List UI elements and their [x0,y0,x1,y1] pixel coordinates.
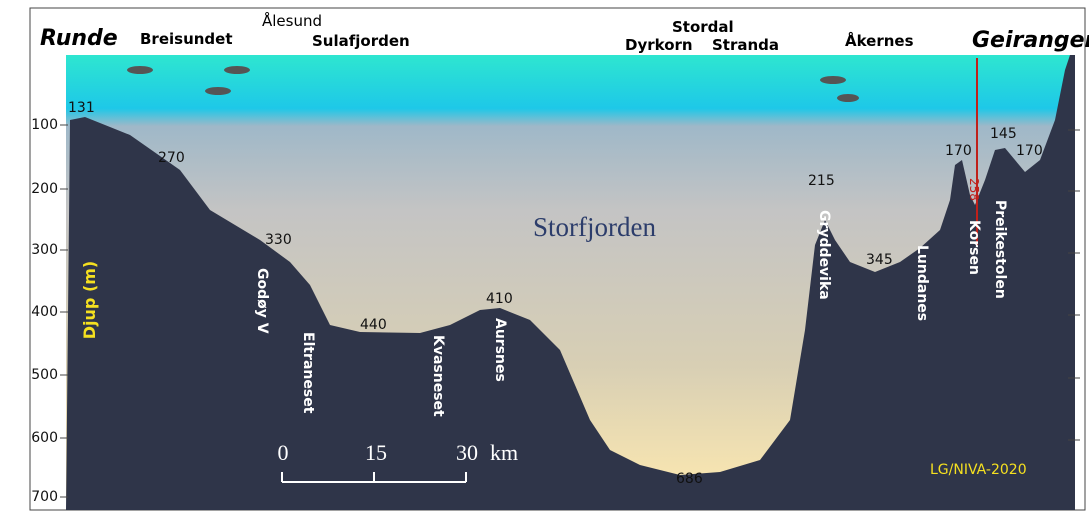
tick-label: 100 [31,117,58,133]
place: Runde [40,26,118,51]
fjord-profile: 100 200 300 400 500 600 700 Runde Breisu… [0,0,1089,517]
site-label: Godøy V [254,268,270,334]
tick-label: 700 [31,489,58,505]
depth-label: 170 [945,143,972,159]
place: Ålesund [262,11,322,30]
depth-label: 131 [68,100,95,116]
scale-label: 15 [365,440,387,465]
site-label: Gryddevika [816,210,832,300]
site-label: Aursnes [492,318,508,382]
site-label: Lundanes [914,245,930,321]
depth-label: 145 [990,126,1017,142]
depth-label: 410 [486,291,513,307]
site-label: Preikestolen [992,200,1008,299]
scale-unit: km [490,440,518,465]
credit: LG/NIVA-2020 [930,462,1027,478]
depth-label: 686 [676,471,703,487]
tick-label: 400 [31,304,58,320]
site-label: Korsen [966,220,982,275]
depth-label: 270 [158,150,185,166]
place: Sulafjorden [312,32,410,50]
depth-label: 345 [866,252,893,268]
site-label: Kvasneset [430,335,446,417]
fjord-name: Storfjorden [533,212,656,242]
depth-label: 215 [808,173,835,189]
depth-label: 258 [967,178,981,201]
place: Stordal [672,18,734,36]
tick-label: 600 [31,430,58,446]
depth-label: 440 [360,317,387,333]
place: Stranda [712,36,779,54]
depth-label: 170 [1016,143,1043,159]
depth-label: 330 [265,232,292,248]
tick-label: 200 [31,181,58,197]
tick-label: 300 [31,242,58,258]
scale-label: 30 [456,440,478,465]
tick-label: 500 [31,367,58,383]
place: Breisundet [140,30,233,48]
place: Geiranger [972,28,1089,53]
scale-label: 0 [278,440,289,465]
place: Åkernes [845,31,914,50]
site-label: Eltraneset [300,332,316,414]
place: Dyrkorn [625,36,693,54]
axis-label: Djup (m) [80,261,99,339]
